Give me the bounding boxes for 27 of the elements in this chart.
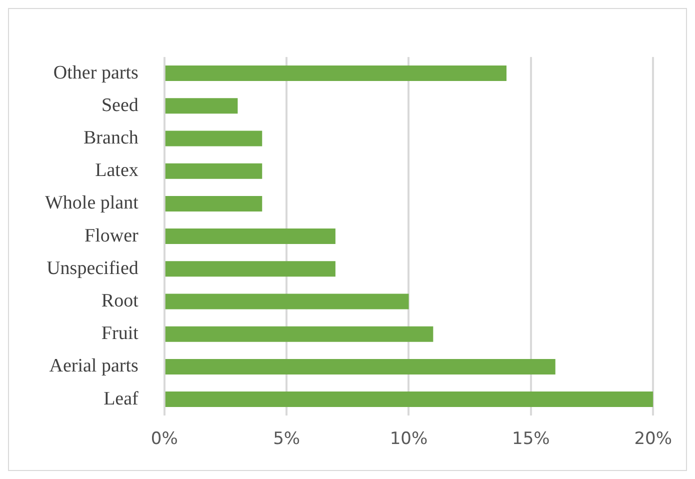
bar bbox=[165, 163, 262, 179]
x-tick-label: 15% bbox=[512, 429, 550, 450]
y-tick-label: Other parts bbox=[53, 62, 138, 84]
x-tick-label: 0% bbox=[150, 429, 178, 450]
bar bbox=[165, 294, 409, 310]
y-tick-label: Aerial parts bbox=[49, 356, 138, 377]
y-tick-label: Seed bbox=[101, 94, 139, 116]
y-tick-label: Root bbox=[101, 290, 140, 312]
x-tick-label: 20% bbox=[634, 429, 672, 450]
bar bbox=[165, 228, 336, 244]
bar bbox=[165, 261, 336, 277]
bar bbox=[165, 392, 654, 408]
y-tick-label: Flower bbox=[84, 225, 140, 246]
y-tick-label: Whole plant bbox=[44, 192, 140, 214]
x-tick-label: 10% bbox=[390, 429, 428, 450]
x-tick-label: 5% bbox=[273, 429, 300, 450]
bar bbox=[165, 326, 434, 342]
bar bbox=[165, 130, 262, 146]
bar bbox=[165, 358, 556, 374]
y-tick-label: Unspecified bbox=[46, 258, 139, 279]
y-tick-label: Latex bbox=[95, 160, 139, 182]
y-tick-label: Fruit bbox=[101, 323, 140, 344]
y-tick-label: Leaf bbox=[104, 388, 140, 410]
y-tick-label: Branch bbox=[84, 127, 139, 148]
bar bbox=[165, 66, 506, 82]
bar bbox=[165, 196, 262, 212]
bar bbox=[165, 98, 238, 114]
